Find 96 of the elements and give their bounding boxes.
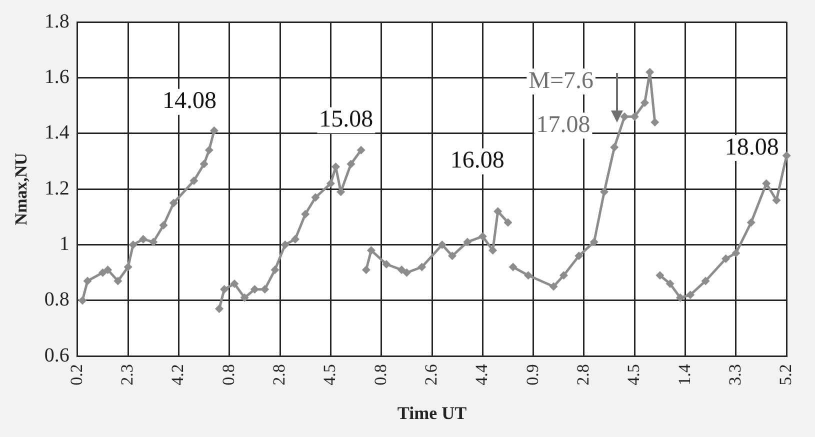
point <box>464 238 472 246</box>
point <box>150 238 158 246</box>
point <box>494 208 502 216</box>
point <box>646 68 654 76</box>
point <box>261 286 269 294</box>
point <box>560 272 568 280</box>
point <box>762 180 770 188</box>
y-tick-label: 0.6 <box>44 344 70 366</box>
x-tick-label: 3.3 <box>725 364 744 386</box>
point <box>205 146 213 154</box>
point <box>630 112 638 120</box>
x-tick-label: 4.4 <box>472 364 492 386</box>
point <box>114 277 122 285</box>
point <box>732 249 740 257</box>
annotation: 17.08 <box>536 112 590 138</box>
point <box>666 280 674 288</box>
point <box>302 210 310 218</box>
point <box>782 152 790 160</box>
point <box>240 294 248 302</box>
annotation: M=7.6 <box>528 68 594 94</box>
point <box>104 266 112 274</box>
y-tick-label: 1.2 <box>44 177 70 200</box>
point <box>271 266 279 274</box>
point <box>250 286 258 294</box>
annotation: 14.08 <box>162 88 216 114</box>
point <box>575 252 583 260</box>
x-tick-label: 0.8 <box>218 364 238 386</box>
point <box>550 282 558 290</box>
point <box>402 268 410 276</box>
point <box>160 222 168 230</box>
point <box>524 272 532 280</box>
point <box>170 199 178 207</box>
x-tick-label: 2.6 <box>421 364 440 386</box>
y-axis-title: Nmax,NU <box>12 152 31 226</box>
point <box>610 144 618 152</box>
point <box>504 218 512 226</box>
point <box>651 118 659 126</box>
x-tick-label: 0.9 <box>522 364 542 386</box>
point <box>509 263 517 271</box>
x-tick-label: 0.8 <box>370 364 390 386</box>
y-tick-label: 0.8 <box>44 288 70 311</box>
y-tick-label: 1.6 <box>44 66 70 88</box>
point <box>367 246 375 254</box>
point <box>291 235 299 243</box>
point <box>362 266 370 274</box>
point <box>84 277 92 285</box>
point <box>215 305 223 313</box>
point <box>140 235 148 243</box>
point <box>620 112 628 120</box>
x-axis-title: Time UT <box>397 402 467 423</box>
point <box>448 252 456 260</box>
annotation: 15.08 <box>319 106 374 133</box>
point <box>772 196 780 204</box>
point <box>230 280 238 288</box>
point <box>600 188 608 196</box>
x-tick-label: 2.8 <box>269 364 288 386</box>
point <box>747 218 755 226</box>
point <box>641 99 649 107</box>
point <box>489 246 497 254</box>
x-tick-label: 4.5 <box>624 364 644 386</box>
point <box>702 277 710 285</box>
annotation: 16.08 <box>450 148 504 174</box>
point <box>590 238 598 246</box>
point <box>398 266 406 274</box>
annotation: 18.08 <box>724 134 779 160</box>
point <box>656 272 664 280</box>
point <box>326 180 334 188</box>
point <box>129 241 137 249</box>
x-tick-label: 4.2 <box>168 364 188 386</box>
point <box>418 263 426 271</box>
x-tick-label: 1.4 <box>674 364 694 386</box>
point <box>210 126 218 134</box>
y-tick-label: 1 <box>59 233 70 256</box>
point <box>686 291 694 299</box>
point <box>281 241 289 249</box>
y-tick-label: 1.8 <box>44 10 70 32</box>
point <box>312 194 320 202</box>
point <box>347 160 355 168</box>
point <box>722 254 730 262</box>
point <box>98 268 106 276</box>
x-tick-label: 4.5 <box>320 364 340 386</box>
point <box>200 160 208 168</box>
x-tick-label: 2.3 <box>118 364 137 386</box>
point <box>220 286 228 294</box>
point <box>438 241 446 249</box>
point <box>124 263 132 271</box>
y-tick-label: 1.4 <box>44 122 70 144</box>
point <box>78 296 86 304</box>
x-tick-label: 2.8 <box>573 364 592 386</box>
point <box>382 260 390 268</box>
x-tick-label: 0.2 <box>66 364 86 386</box>
point <box>676 294 684 302</box>
point <box>357 146 365 154</box>
point <box>478 232 486 240</box>
x-tick-label: 5.2 <box>776 364 796 386</box>
point <box>190 176 198 184</box>
